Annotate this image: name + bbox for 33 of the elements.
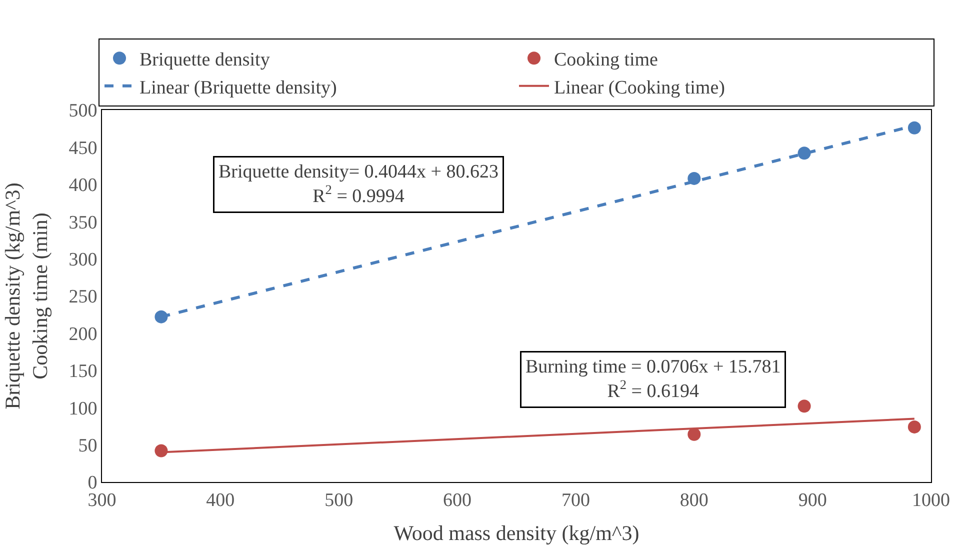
x-tick-label: 800 (680, 490, 708, 511)
point (908, 121, 921, 134)
x-tick-label: 600 (443, 490, 472, 511)
point (154, 444, 168, 458)
y-tick-label: 500 (68, 100, 98, 122)
x-tick-label: 400 (206, 490, 235, 511)
legend-label: Linear (Briquette density) (140, 77, 337, 98)
y-tick-label: 400 (68, 175, 98, 196)
x-tick-label: 900 (798, 490, 827, 511)
y-tick-label: 50 (78, 435, 98, 456)
x-tick-label: 500 (324, 490, 354, 511)
x-tick-label: 700 (561, 490, 590, 511)
y-tick-label: 250 (68, 286, 98, 308)
y-axis-title: Briquette density (kg/m^3) Cooking time (min) (0, 182, 52, 410)
point (798, 400, 811, 413)
y-tick-label: 0 (88, 472, 98, 494)
y-tick-label: 100 (68, 398, 98, 420)
y-tick-label: 150 (68, 361, 98, 382)
annotation: Burning time = 0.0706x + 15.781 R$^{2}$ = 0.6194 (526, 356, 781, 402)
y-tick-label: 450 (68, 138, 98, 159)
legend-label: Linear (Cooking time) (554, 77, 725, 98)
point (688, 428, 701, 441)
point (908, 420, 921, 434)
y-tick-label: 300 (68, 249, 98, 270)
legend-label: Briquette density (140, 50, 270, 71)
point (688, 172, 701, 185)
point (798, 146, 811, 160)
y-tick-label: 350 (68, 212, 98, 234)
x-axis-title: Wood mass density (kg/m^3) (394, 521, 640, 545)
y-tick-label: 200 (68, 324, 98, 345)
annotation: Briquette density= 0.4044x + 80.623 R$^{2}$ = 0.9994 (218, 162, 499, 208)
x-tick-label: 1000 (912, 490, 950, 511)
legend-label: Cooking time (554, 50, 658, 71)
